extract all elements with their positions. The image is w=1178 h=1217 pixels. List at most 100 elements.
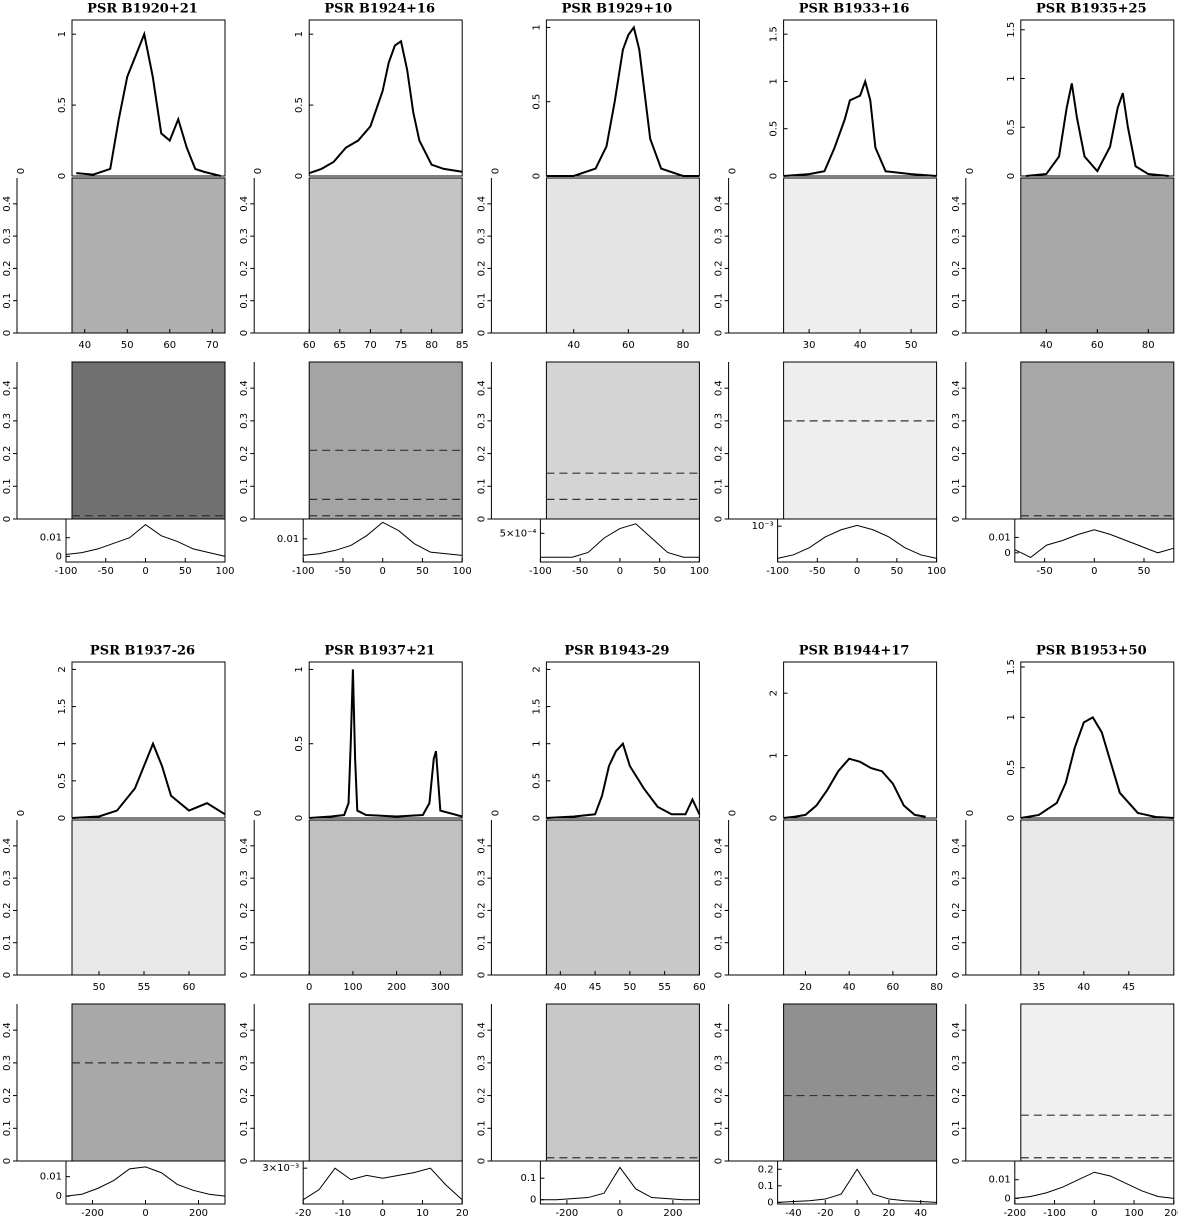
pulse-stack-image bbox=[1020, 177, 1175, 334]
fluct-y-tick-label: 0.1 bbox=[520, 1173, 536, 1184]
profile-y-tick-label: 1 bbox=[57, 31, 68, 37]
profile-y-tick-label: 0.5 bbox=[57, 97, 68, 113]
fluct-x-tick-label: -10 bbox=[335, 1208, 351, 1217]
fluct-x-tick-label: 40 bbox=[914, 1208, 927, 1217]
profile-y-tick-label: 0 bbox=[1006, 173, 1017, 179]
image-y-tick-label: 0 bbox=[476, 1158, 487, 1164]
image-y-tick-label: 0.1 bbox=[476, 478, 487, 494]
image-y-tick-label: 0.1 bbox=[2, 478, 13, 494]
image-y-tick-label: 0.1 bbox=[476, 935, 487, 951]
image-x-tick-label: 80 bbox=[425, 340, 438, 351]
image-y-tick-label: 0.4 bbox=[239, 196, 250, 212]
profile-line bbox=[309, 669, 463, 819]
image-y-tick-label: 0.3 bbox=[239, 870, 250, 886]
image-x-tick-label: 40 bbox=[554, 982, 567, 993]
fluct-x-tick-label: 50 bbox=[653, 566, 666, 577]
side-x-tick-label: 0 bbox=[965, 168, 976, 174]
image-y-tick-label: 0 bbox=[2, 972, 13, 978]
fluct-x-tick-label: 20 bbox=[456, 1208, 469, 1217]
image-y-tick-label: 0.2 bbox=[476, 446, 487, 462]
profile-y-tick-label: 2 bbox=[769, 690, 780, 696]
profile-line bbox=[546, 741, 701, 819]
image-y-tick-label: 0 bbox=[714, 516, 725, 522]
image-y-tick-label: 0 bbox=[239, 330, 250, 336]
panel-title: PSR B1935+25 bbox=[1036, 2, 1147, 17]
pulse-stack-image bbox=[545, 177, 700, 334]
fluct-frame bbox=[539, 518, 700, 563]
image-y-tick-label: 0.4 bbox=[951, 380, 962, 396]
panel-title: PSR B1920+21 bbox=[87, 2, 198, 17]
profile-y-tick-label: 1.5 bbox=[1006, 659, 1017, 675]
fluct-x-tick-label: -50 bbox=[335, 566, 351, 577]
profile-frame bbox=[71, 661, 226, 819]
image-x-tick-label: 40 bbox=[567, 340, 580, 351]
image-x-tick-label: 35 bbox=[1032, 982, 1045, 993]
profile-y-tick-label: 1 bbox=[294, 666, 305, 672]
image-y-tick-label: 0 bbox=[2, 330, 13, 336]
image-y-tick-label: 0.2 bbox=[951, 446, 962, 462]
image-y-tick-label: 0 bbox=[951, 972, 962, 978]
profile-y-tick-label: 2 bbox=[57, 666, 68, 672]
profile-line bbox=[1025, 83, 1169, 177]
image-x-tick-label: 70 bbox=[206, 340, 219, 351]
fluct-x-tick-label: 20 bbox=[883, 1208, 896, 1217]
fluct-x-tick-label: -50 bbox=[809, 566, 825, 577]
side-x-tick-label: 0 bbox=[728, 168, 739, 174]
side-x-tick-label: 0 bbox=[253, 810, 264, 816]
panel-title: PSR B1929+10 bbox=[562, 2, 673, 17]
image-y-tick-label: 0.2 bbox=[951, 260, 962, 276]
profile-line bbox=[71, 741, 226, 819]
profile-y-tick-label: 1 bbox=[57, 741, 68, 747]
image-y-tick-label: 0.4 bbox=[239, 838, 250, 854]
image-y-tick-label: 0.2 bbox=[951, 1088, 962, 1104]
image-y-tick-label: 0 bbox=[2, 516, 13, 522]
image-y-tick-label: 0.3 bbox=[951, 413, 962, 429]
profile-y-tick-label: 1.5 bbox=[1006, 22, 1017, 38]
fluct-x-tick-label: 0 bbox=[617, 566, 623, 577]
image-y-tick-label: 0.3 bbox=[239, 1055, 250, 1071]
fluct-y-tick-label: 0 bbox=[56, 1191, 62, 1202]
image-x-tick-label: 0 bbox=[306, 982, 312, 993]
image-y-tick-label: 0.1 bbox=[714, 478, 725, 494]
fluct-x-tick-label: -100 bbox=[55, 566, 78, 577]
profile-y-tick-label: 0.5 bbox=[57, 773, 68, 789]
profile-y-tick-label: 1 bbox=[769, 752, 780, 758]
image-y-tick-label: 0 bbox=[239, 972, 250, 978]
fluct-y-tick-label: 10⁻³ bbox=[752, 521, 774, 532]
image-x-tick-label: 50 bbox=[623, 982, 636, 993]
image-y-tick-label: 0.2 bbox=[951, 902, 962, 918]
fluct-y-tick-label: 0 bbox=[767, 1197, 773, 1208]
image-y-tick-label: 0.2 bbox=[239, 260, 250, 276]
side-x-tick-label: 0 bbox=[253, 168, 264, 174]
image-y-tick-label: 0.4 bbox=[714, 838, 725, 854]
profile-y-tick-label: 1.5 bbox=[531, 699, 542, 715]
image-y-tick-label: 0.3 bbox=[951, 1055, 962, 1071]
fluct-x-tick-label: 200 bbox=[663, 1208, 682, 1217]
pulse-stack-image bbox=[1020, 819, 1175, 976]
profile-y-tick-label: 1.5 bbox=[769, 26, 780, 42]
fluct-y-tick-label: 5×10⁻⁴ bbox=[500, 528, 537, 539]
image-y-tick-label: 0 bbox=[714, 1158, 725, 1164]
image-y-tick-label: 0.1 bbox=[2, 293, 13, 309]
image-y-tick-label: 0.4 bbox=[2, 838, 13, 854]
fluct-x-tick-label: 100 bbox=[453, 566, 472, 577]
image-y-tick-label: 0.1 bbox=[239, 1120, 250, 1136]
image-y-tick-label: 0.2 bbox=[714, 446, 725, 462]
pulse-stack-image bbox=[545, 1003, 700, 1162]
fluct-y-tick-label: 0.01 bbox=[989, 1175, 1011, 1186]
side-x-tick-label: 0 bbox=[965, 810, 976, 816]
side-x-tick-label: 0 bbox=[728, 810, 739, 816]
image-y-tick-label: 0.1 bbox=[239, 935, 250, 951]
image-y-tick-label: 0.2 bbox=[239, 446, 250, 462]
panel-title: PSR B1937+21 bbox=[324, 644, 435, 659]
image-y-tick-label: 0.1 bbox=[951, 478, 962, 494]
image-y-tick-label: 0.2 bbox=[2, 446, 13, 462]
fluct-x-tick-label: 100 bbox=[215, 566, 234, 577]
fluct-x-tick-label: 0 bbox=[380, 566, 386, 577]
fluct-x-tick-label: 100 bbox=[690, 566, 709, 577]
side-x-tick-label: 0 bbox=[16, 168, 27, 174]
image-y-tick-label: 0 bbox=[2, 1158, 13, 1164]
image-x-tick-label: 85 bbox=[456, 340, 469, 351]
image-y-tick-label: 0.4 bbox=[2, 1022, 13, 1038]
